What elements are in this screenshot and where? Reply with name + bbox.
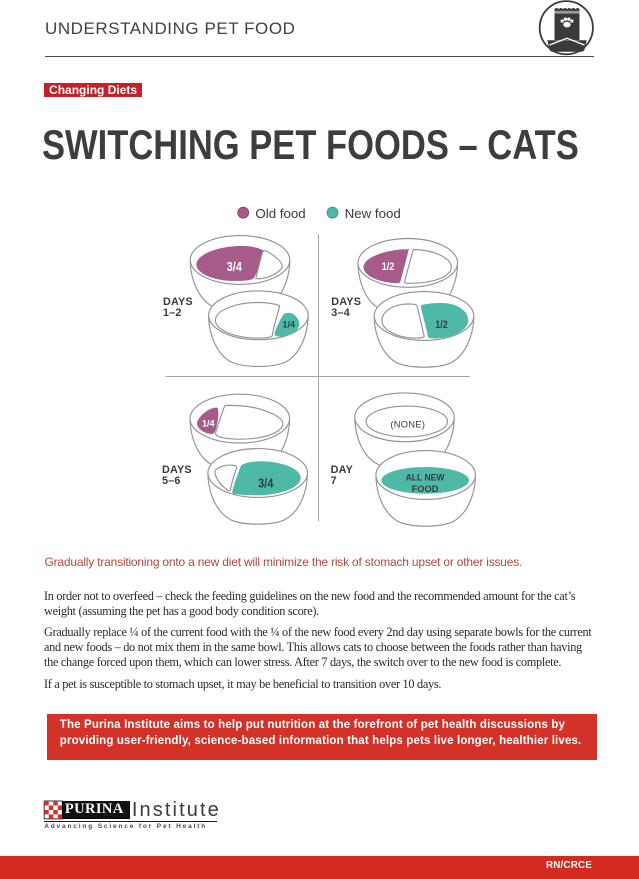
svg-text:(NONE): (NONE) bbox=[390, 420, 425, 430]
svg-text:1/4: 1/4 bbox=[202, 419, 215, 429]
svg-text:1/2: 1/2 bbox=[382, 261, 395, 273]
svg-text:ALL NEW: ALL NEW bbox=[406, 473, 445, 483]
svg-text:3/4: 3/4 bbox=[227, 259, 243, 274]
svg-text:3/4: 3/4 bbox=[258, 476, 274, 491]
svg-text:1/2: 1/2 bbox=[435, 319, 448, 331]
svg-text:1/4: 1/4 bbox=[283, 320, 296, 330]
svg-text:FOOD: FOOD bbox=[412, 484, 439, 494]
